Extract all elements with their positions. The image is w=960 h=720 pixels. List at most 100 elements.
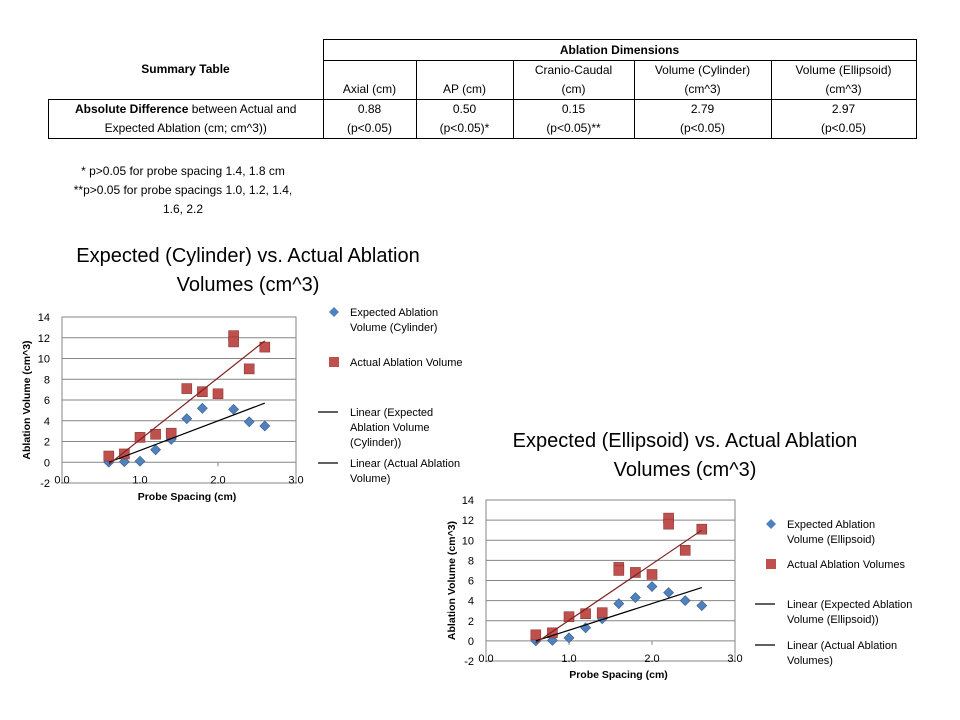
x-tick-label: 3.0 bbox=[288, 474, 303, 486]
legend-label: Linear (Expected Ablation bbox=[787, 599, 912, 611]
col-header-line2: Axial (cm) bbox=[322, 80, 417, 100]
legend-label: Linear (Actual Ablation bbox=[350, 458, 460, 470]
data-point-actual bbox=[134, 432, 146, 443]
summary-table: Summary Table Ablation Dimensions Cranio… bbox=[48, 39, 917, 139]
y-tick-label: 4 bbox=[44, 416, 50, 428]
legend-label: Expected Ablation bbox=[350, 307, 438, 319]
col-header-line2: (cm^3) bbox=[771, 80, 917, 100]
legend-label: Expected Ablation bbox=[787, 519, 875, 531]
trendline-actual bbox=[108, 340, 266, 465]
legend-label: Ablation Volume bbox=[350, 422, 430, 434]
y-tick-label: -2 bbox=[40, 478, 50, 490]
col-header-line1: Cranio-Caudal bbox=[513, 60, 635, 80]
p-value-cell: (p<0.05) bbox=[771, 119, 917, 139]
legend-label: Volumes) bbox=[787, 655, 833, 667]
footnote: 1.6, 2.2 bbox=[162, 202, 204, 216]
trendline-actual bbox=[535, 529, 703, 644]
trendline-expected bbox=[108, 402, 266, 463]
x-tick-label: 1.0 bbox=[132, 474, 147, 486]
col-header-line1: Volume (Cylinder) bbox=[634, 60, 772, 80]
y-tick-label: 2 bbox=[44, 437, 50, 449]
legend-label: Volume (Cylinder) bbox=[350, 322, 437, 334]
y-tick-label: 12 bbox=[462, 515, 474, 527]
trendline-expected bbox=[535, 586, 702, 642]
legend-label: Volume) bbox=[350, 473, 390, 485]
y-tick-label: 12 bbox=[38, 333, 50, 345]
row-label: Absolute Difference between Actual and bbox=[48, 99, 324, 119]
y-tick-label: 10 bbox=[38, 354, 50, 366]
value-cell: 2.97 bbox=[771, 99, 917, 119]
legend-label: Volume (Ellipsoid)) bbox=[787, 614, 879, 626]
y-axis-label: Ablation Volume (cm^3) bbox=[21, 340, 33, 459]
footnote: **p>0.05 for probe spacings 1.0, 1.2, 1.… bbox=[73, 183, 293, 197]
p-value-cell: (p<0.05) bbox=[323, 119, 417, 139]
x-tick-label: 1.0 bbox=[561, 653, 576, 665]
x-tick-label: 0.0 bbox=[478, 653, 493, 665]
summary-table-title: Summary Table bbox=[141, 61, 230, 76]
data-point-actual bbox=[212, 388, 224, 400]
y-tick-label: 14 bbox=[462, 495, 474, 507]
y-tick-label: 0 bbox=[44, 457, 50, 469]
ablation-dimensions-header: Ablation Dimensions bbox=[322, 39, 917, 61]
y-tick-label: 14 bbox=[38, 312, 50, 324]
p-value-cell: (p<0.05)** bbox=[513, 119, 635, 139]
data-point-actual bbox=[679, 545, 691, 556]
data-point-expected bbox=[196, 402, 208, 414]
p-value-cell: (p<0.05) bbox=[634, 119, 772, 139]
data-point-expected bbox=[134, 455, 146, 467]
chart-title-cylinder: Expected (Cylinder) vs. Actual Ablation … bbox=[76, 245, 420, 296]
data-point-actual bbox=[696, 523, 708, 535]
col-header-line2: (cm^3) bbox=[634, 80, 772, 100]
data-point-actual bbox=[103, 450, 115, 462]
y-tick-label: 4 bbox=[468, 596, 474, 608]
y-tick-label: 8 bbox=[468, 555, 474, 567]
col-header-line1 bbox=[416, 60, 514, 80]
data-point-actual bbox=[613, 565, 625, 576]
x-tick-label: 3.0 bbox=[727, 653, 742, 665]
data-point-expected bbox=[663, 587, 675, 598]
data-point-expected bbox=[629, 592, 641, 604]
data-point-actual bbox=[580, 608, 591, 620]
value-cell: 2.79 bbox=[634, 99, 772, 119]
x-tick-label: 2.0 bbox=[644, 653, 659, 665]
legend-label: (Cylinder)) bbox=[350, 437, 401, 449]
data-point-actual bbox=[150, 428, 161, 440]
data-point-expected bbox=[613, 598, 625, 610]
legend-marker-diamond bbox=[766, 519, 776, 529]
x-axis-label: Probe Spacing (cm) bbox=[138, 491, 237, 503]
data-point-expected bbox=[150, 444, 162, 456]
value-cell: 0.50 bbox=[416, 99, 514, 119]
legend-marker-square bbox=[329, 357, 339, 367]
data-point-actual bbox=[547, 627, 558, 639]
data-point-expected bbox=[243, 416, 255, 428]
x-tick-label: 2.0 bbox=[210, 474, 225, 486]
footnotes: * p>0.05 for probe spacing 1.4, 1.8 cm *… bbox=[48, 162, 318, 219]
data-point-actual bbox=[228, 336, 239, 348]
data-point-expected bbox=[696, 600, 708, 612]
p-value-cell: (p<0.05)* bbox=[416, 119, 514, 139]
value-cell: 0.88 bbox=[323, 99, 417, 119]
data-point-actual bbox=[596, 607, 608, 619]
y-tick-label: 6 bbox=[468, 576, 474, 588]
data-point-actual bbox=[530, 629, 542, 641]
x-tick-label: 0.0 bbox=[54, 474, 69, 486]
col-header-line1 bbox=[322, 60, 417, 80]
y-tick-label: 8 bbox=[44, 374, 50, 386]
footnote: * p>0.05 for probe spacing 1.4, 1.8 cm bbox=[81, 164, 285, 178]
legend-label: Linear (Actual Ablation bbox=[787, 640, 897, 652]
legend-label: Actual Ablation Volume bbox=[350, 357, 463, 369]
x-axis-label: Probe Spacing (cm) bbox=[569, 669, 668, 681]
legend-marker-diamond bbox=[329, 307, 339, 317]
y-tick-label: 6 bbox=[44, 395, 50, 407]
y-tick-label: 2 bbox=[468, 616, 474, 628]
data-point-expected bbox=[646, 581, 658, 592]
value-cell: 0.15 bbox=[513, 99, 635, 119]
legend-label: Volume (Ellipsoid) bbox=[787, 534, 875, 546]
data-point-actual bbox=[243, 363, 255, 375]
y-tick-label: -2 bbox=[464, 656, 474, 668]
data-point-expected bbox=[563, 632, 575, 644]
y-tick-label: 0 bbox=[468, 636, 474, 648]
col-header-line1: Volume (Ellipsoid) bbox=[771, 60, 917, 80]
